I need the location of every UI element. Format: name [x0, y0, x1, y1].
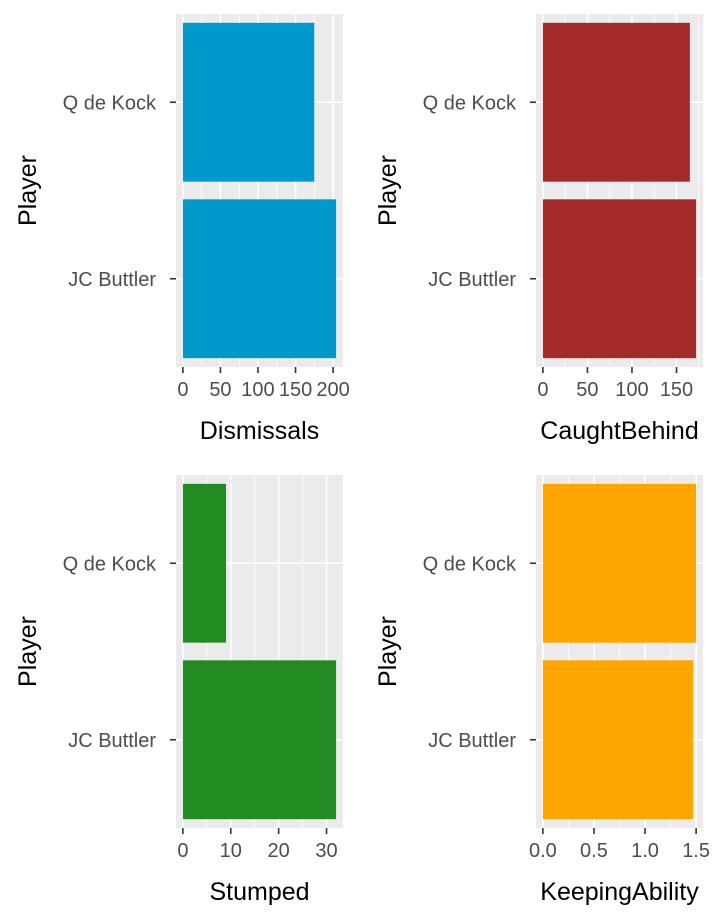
x-tick-label: 0.0: [529, 840, 557, 862]
x-tick-label: 10: [220, 840, 242, 862]
y-tick-label: Q de Kock: [423, 92, 517, 114]
x-tick-label: 150: [279, 379, 312, 401]
bar-q-de-kock: [542, 483, 697, 643]
x-tick-label: 50: [209, 379, 231, 401]
y-axis-title: Player: [374, 616, 402, 687]
bar-q-de-kock: [542, 22, 690, 182]
bar-q-de-kock: [182, 483, 226, 643]
x-axis-title: Dismissals: [200, 417, 319, 445]
y-tick-label: JC Buttler: [428, 730, 516, 752]
y-tick-label: JC Buttler: [428, 269, 516, 291]
x-tick-label: 20: [268, 840, 290, 862]
y-tick-label: Q de Kock: [423, 553, 517, 575]
x-tick-label: 100: [241, 379, 274, 401]
x-tick-label: 1.0: [631, 840, 659, 862]
y-tick-label: JC Buttler: [68, 269, 156, 291]
x-tick-label: 0: [177, 840, 188, 862]
x-tick-label: 0: [177, 379, 188, 401]
x-tick-label: 0.5: [580, 840, 608, 862]
bar-jc-buttler: [182, 660, 337, 820]
chart-panel-1: Q de Kock JC Buttler 0 50 100 150 200 Dismissal…: [14, 14, 350, 445]
x-tick-label: 50: [576, 379, 598, 401]
x-tick-label: 200: [316, 379, 349, 401]
x-axis-title: Stumped: [209, 878, 309, 906]
x-axis-title: KeepingAbility: [540, 878, 699, 906]
bar-q-de-kock: [182, 22, 315, 182]
y-tick-label: Q de Kock: [63, 92, 157, 114]
chart-panel-2: Q de Kock JC Buttler 0 50 100 150 CaughtBehind…: [374, 14, 703, 445]
x-tick-label: 1.5: [682, 840, 710, 862]
y-tick-label: Q de Kock: [63, 553, 157, 575]
bar-jc-buttler: [542, 199, 697, 359]
y-axis-title: Player: [14, 155, 42, 226]
y-axis-title: Player: [374, 155, 402, 226]
bar-jc-buttler: [182, 199, 337, 359]
x-tick-label: 150: [660, 379, 693, 401]
chart-panel-3: Q de Kock JC Buttler 0 10 20 30 Stumped Player: [14, 475, 343, 906]
x-tick-label: 30: [315, 840, 337, 862]
y-axis-title: Player: [14, 616, 42, 687]
y-tick-label: JC Buttler: [68, 730, 156, 752]
bar-jc-buttler: [542, 660, 694, 820]
x-tick-label: 100: [615, 379, 648, 401]
x-axis-title: CaughtBehind: [540, 417, 698, 445]
x-tick-label: 0: [537, 379, 548, 401]
chart-panel-4: Q de Kock JC Buttler 0.0 0.5 1.0 1.5 KeepingAb…: [374, 475, 710, 906]
